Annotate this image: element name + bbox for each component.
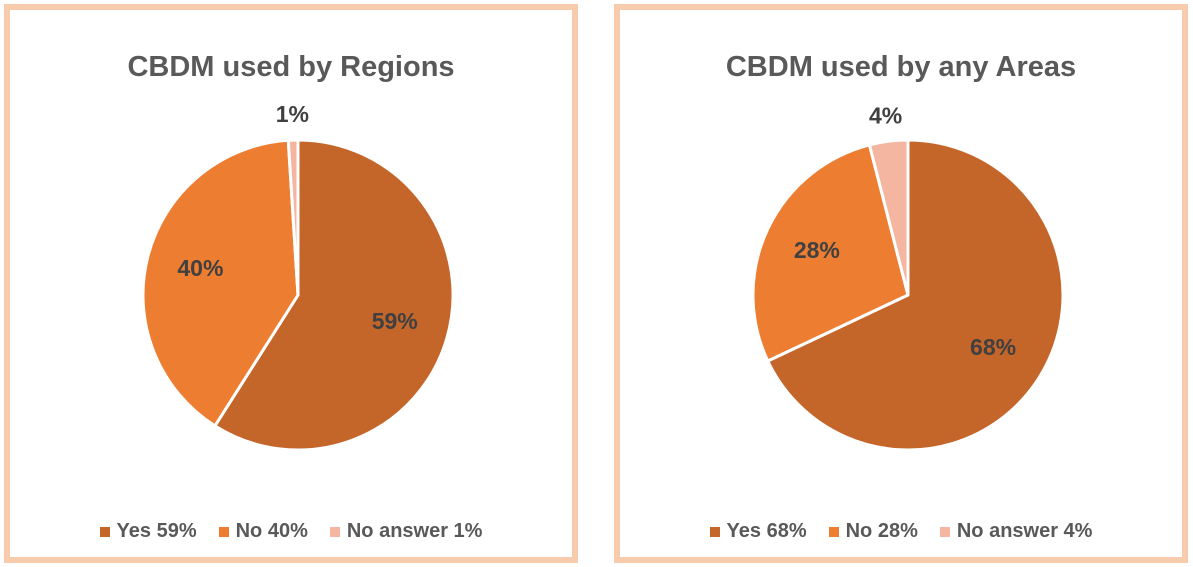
legend-item: No 28% (828, 520, 918, 543)
legend-label: No answer 1% (346, 520, 483, 542)
data-label: 28% (794, 237, 840, 263)
data-label: 59% (372, 308, 418, 334)
legend-item: Yes 59% (99, 520, 197, 543)
pie-slice (141, 138, 300, 428)
legend-item: No answer 1% (329, 520, 483, 543)
legend-item: No answer 4% (939, 520, 1093, 543)
legend-label: No 28% (845, 520, 918, 542)
chart: CBDM used by Regions 59% 40% 1% (127, 51, 455, 452)
legend-label: No answer 4% (956, 520, 1093, 542)
data-label: 1% (276, 101, 309, 127)
pie-slice (213, 138, 455, 452)
legend-item: No 40% (218, 520, 308, 543)
legend-item: Yes 68% (709, 520, 807, 543)
legend-label: Yes 59% (116, 520, 197, 542)
legend-label: No 40% (235, 520, 308, 542)
pie-slice (286, 138, 300, 297)
legend-label: Yes 68% (726, 520, 807, 542)
pie-slice (867, 138, 910, 297)
data-label: 40% (177, 255, 223, 281)
legend: Yes 68% No 28% No answer 4% (620, 520, 1182, 543)
legend-swatch (99, 526, 110, 537)
legend: Yes 59% No 40% No answer 1% (10, 520, 572, 543)
legend-swatch (939, 526, 950, 537)
chart-panel: CBDM used by any Areas 68% 28% 4% Yes 68% No … (614, 4, 1188, 563)
legend-swatch (828, 526, 839, 537)
pie-slice (766, 138, 1065, 452)
chart-panel: CBDM used by Regions 59% 40% 1% Yes 59% No 40… (4, 4, 578, 563)
chart-title: CBDM used by Regions (127, 51, 454, 83)
chart-title: CBDM used by any Areas (726, 51, 1076, 83)
pie-slice (751, 143, 910, 363)
chart: CBDM used by any Areas 68% 28% 4% (726, 51, 1076, 452)
legend-swatch (329, 526, 340, 537)
legend-swatch (709, 526, 720, 537)
data-label: 4% (869, 102, 902, 128)
legend-swatch (218, 526, 229, 537)
data-label: 68% (970, 334, 1016, 360)
